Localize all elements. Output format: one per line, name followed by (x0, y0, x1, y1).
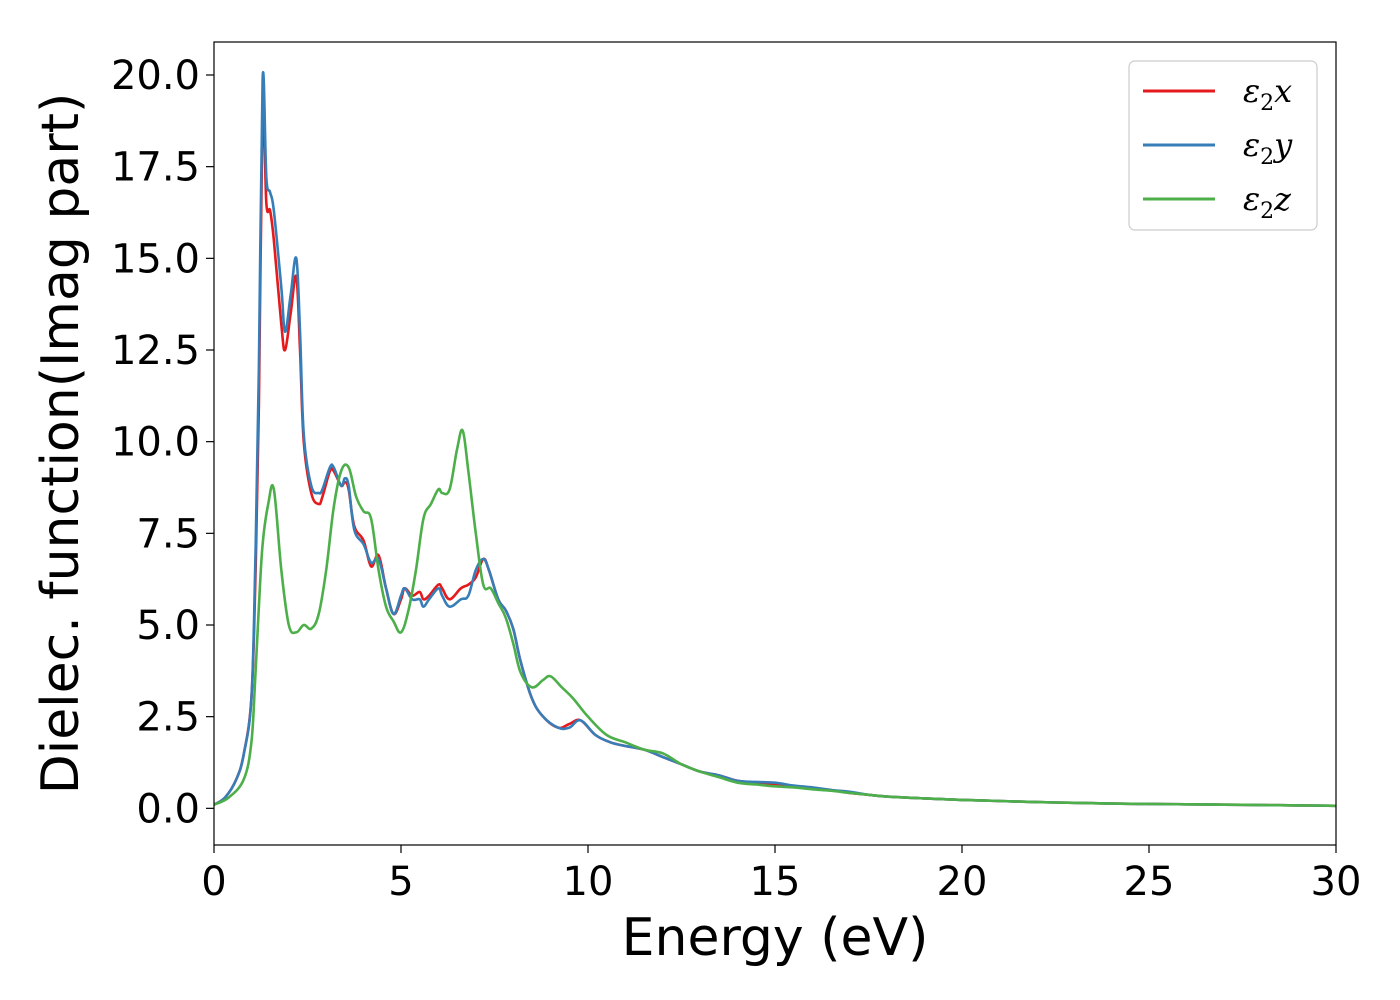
x-axis-label: Energy (eV) (622, 908, 929, 968)
y-tick-label: 2.5 (136, 695, 200, 741)
legend-subscript: 2 (1260, 91, 1274, 116)
x-tick-label: 15 (750, 859, 801, 905)
x-tick-label: 10 (563, 859, 614, 905)
legend-symbol: ε (1243, 180, 1260, 218)
y-tick-label: 20.0 (111, 53, 200, 99)
x-tick-label: 30 (1311, 859, 1362, 905)
series-layer (214, 71, 1336, 808)
x-tick-label: 20 (937, 859, 988, 905)
x-tick-label: 25 (1124, 859, 1175, 905)
legend-symbol: ε (1243, 126, 1260, 164)
legend-subscript: 2 (1260, 199, 1274, 224)
legend-variable: z (1273, 180, 1292, 218)
series-line-z (214, 428, 1336, 808)
y-tick-label: 15.0 (111, 236, 200, 282)
x-tick-label: 0 (201, 859, 226, 905)
legend-variable: y (1272, 126, 1293, 164)
y-tick-label: 5.0 (136, 603, 200, 649)
y-tick-label: 7.5 (136, 511, 200, 557)
y-axis-ticks: 0.0 2.5 5.0 7.5 10.0 12.5 15.0 17.5 20.0 (111, 53, 214, 832)
legend-box (1128, 60, 1318, 231)
y-axis-label: Dielec. function(Imag part) (31, 93, 91, 795)
y-tick-label: 17.5 (111, 145, 200, 191)
legend-entry-x: ε2x (1243, 72, 1292, 116)
legend-symbol: ε (1243, 72, 1260, 110)
legend-variable: x (1274, 72, 1292, 110)
y-tick-label: 10.0 (111, 420, 200, 466)
x-axis-ticks: 0 5 10 15 20 25 30 (201, 845, 1361, 905)
y-tick-label: 12.5 (111, 328, 200, 374)
y-tick-label: 0.0 (136, 786, 200, 832)
legend-entry-y: ε2y (1243, 126, 1293, 170)
legend-entry-z: ε2z (1243, 180, 1292, 224)
legend-subscript: 2 (1260, 145, 1274, 170)
x-tick-label: 5 (388, 859, 413, 905)
